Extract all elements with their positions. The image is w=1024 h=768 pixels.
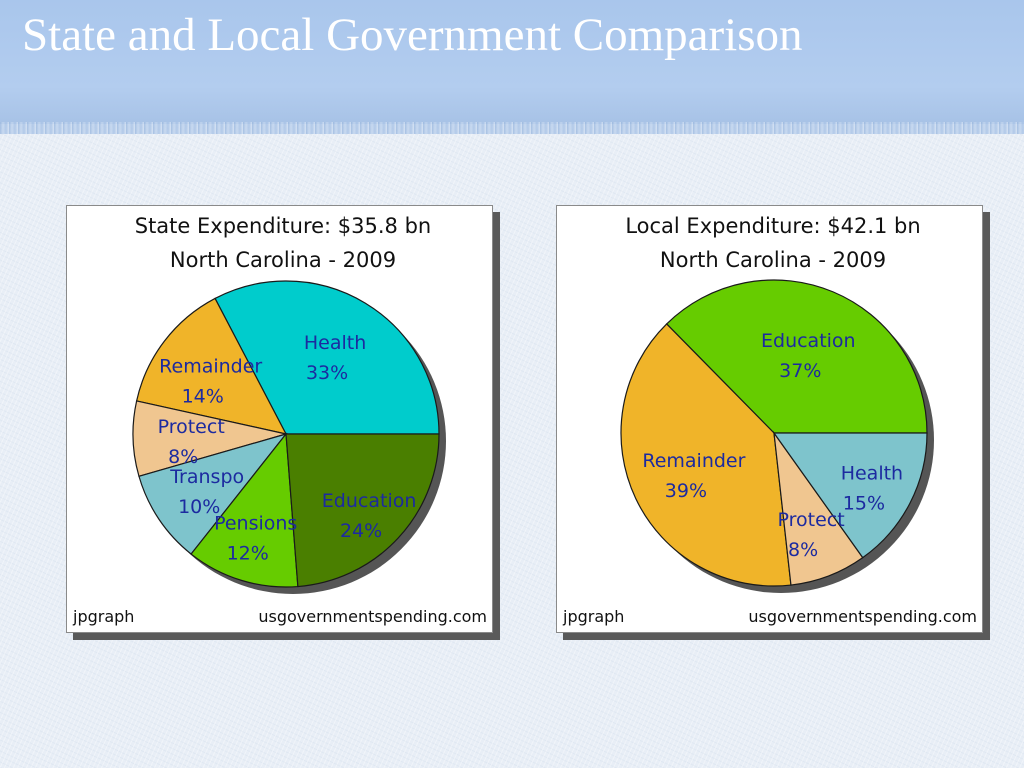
slice-percent-remainder: 14% xyxy=(182,385,224,407)
slice-label-remainder: Remainder xyxy=(159,355,262,377)
slice-percent-education: 24% xyxy=(340,520,382,542)
slice-percent-pensions: 12% xyxy=(227,543,269,565)
slice-label-pensions: Pensions xyxy=(214,513,297,535)
local-expenditure-chart: Local Expenditure: $42.1 bn North Caroli… xyxy=(556,205,983,633)
slice-percent-education: 37% xyxy=(779,360,821,382)
slice-label-education: Education xyxy=(322,490,417,512)
pie-labels: Health 33% Remainder 14% Protect 8%Transpo 10%… xyxy=(158,332,417,565)
pie-slice-remainder xyxy=(135,297,288,435)
chart-subtitle: North Carolina - 2009 xyxy=(170,248,396,272)
chart-title: Local Expenditure: $42.1 bn xyxy=(625,214,920,238)
chart-footer-right: usgovernmentspending.com xyxy=(258,607,487,626)
slice-label-health: Health xyxy=(841,463,903,485)
pie-slice-education xyxy=(285,433,440,588)
pie-slice-health xyxy=(772,432,928,559)
pie-slices xyxy=(620,279,928,587)
slice-percent-transpo: 10% xyxy=(178,496,220,518)
chart-footer-right: usgovernmentspending.com xyxy=(748,607,977,626)
pie-slice-remainder xyxy=(620,323,792,587)
pie-labels: Education 37% Remainder 39% Protect 8% Health 1… xyxy=(642,330,903,561)
slide-title: State and Local Government Comparison xyxy=(22,9,803,61)
chart-footer-left: jpgraph xyxy=(562,607,624,626)
slice-percent-protect: 8% xyxy=(168,446,198,468)
chart-title: State Expenditure: $35.8 bn xyxy=(135,214,432,238)
slice-label-education: Education xyxy=(761,330,856,352)
slice-label-health: Health xyxy=(304,332,366,354)
chart-subtitle: North Carolina - 2009 xyxy=(660,248,886,272)
state-expenditure-chart: State Expenditure: $35.8 bn North Caroli… xyxy=(66,205,493,633)
slice-percent-health: 15% xyxy=(843,493,885,515)
chart-footer-left: jpgraph xyxy=(72,607,134,626)
slice-percent-protect: 8% xyxy=(788,539,818,561)
slice-percent-remainder: 39% xyxy=(665,480,707,502)
local-pie-svg: Local Expenditure: $42.1 bn North Caroli… xyxy=(562,214,977,626)
slice-label-protect: Protect xyxy=(778,509,845,531)
slice-label-transpo: Transpo xyxy=(169,466,244,488)
slice-label-protect: Protect xyxy=(158,416,225,438)
state-pie-svg: State Expenditure: $35.8 bn North Caroli… xyxy=(72,214,487,626)
pie-slice-pensions xyxy=(190,432,299,588)
pie-slice-transpo xyxy=(138,432,288,555)
pie-slice-education xyxy=(665,279,928,434)
pie-slice-health xyxy=(214,280,440,435)
pie-slices xyxy=(132,280,440,588)
slice-percent-health: 33% xyxy=(306,362,348,384)
slice-label-remainder: Remainder xyxy=(642,450,745,472)
title-band: State and Local Government Comparison xyxy=(0,0,1024,134)
